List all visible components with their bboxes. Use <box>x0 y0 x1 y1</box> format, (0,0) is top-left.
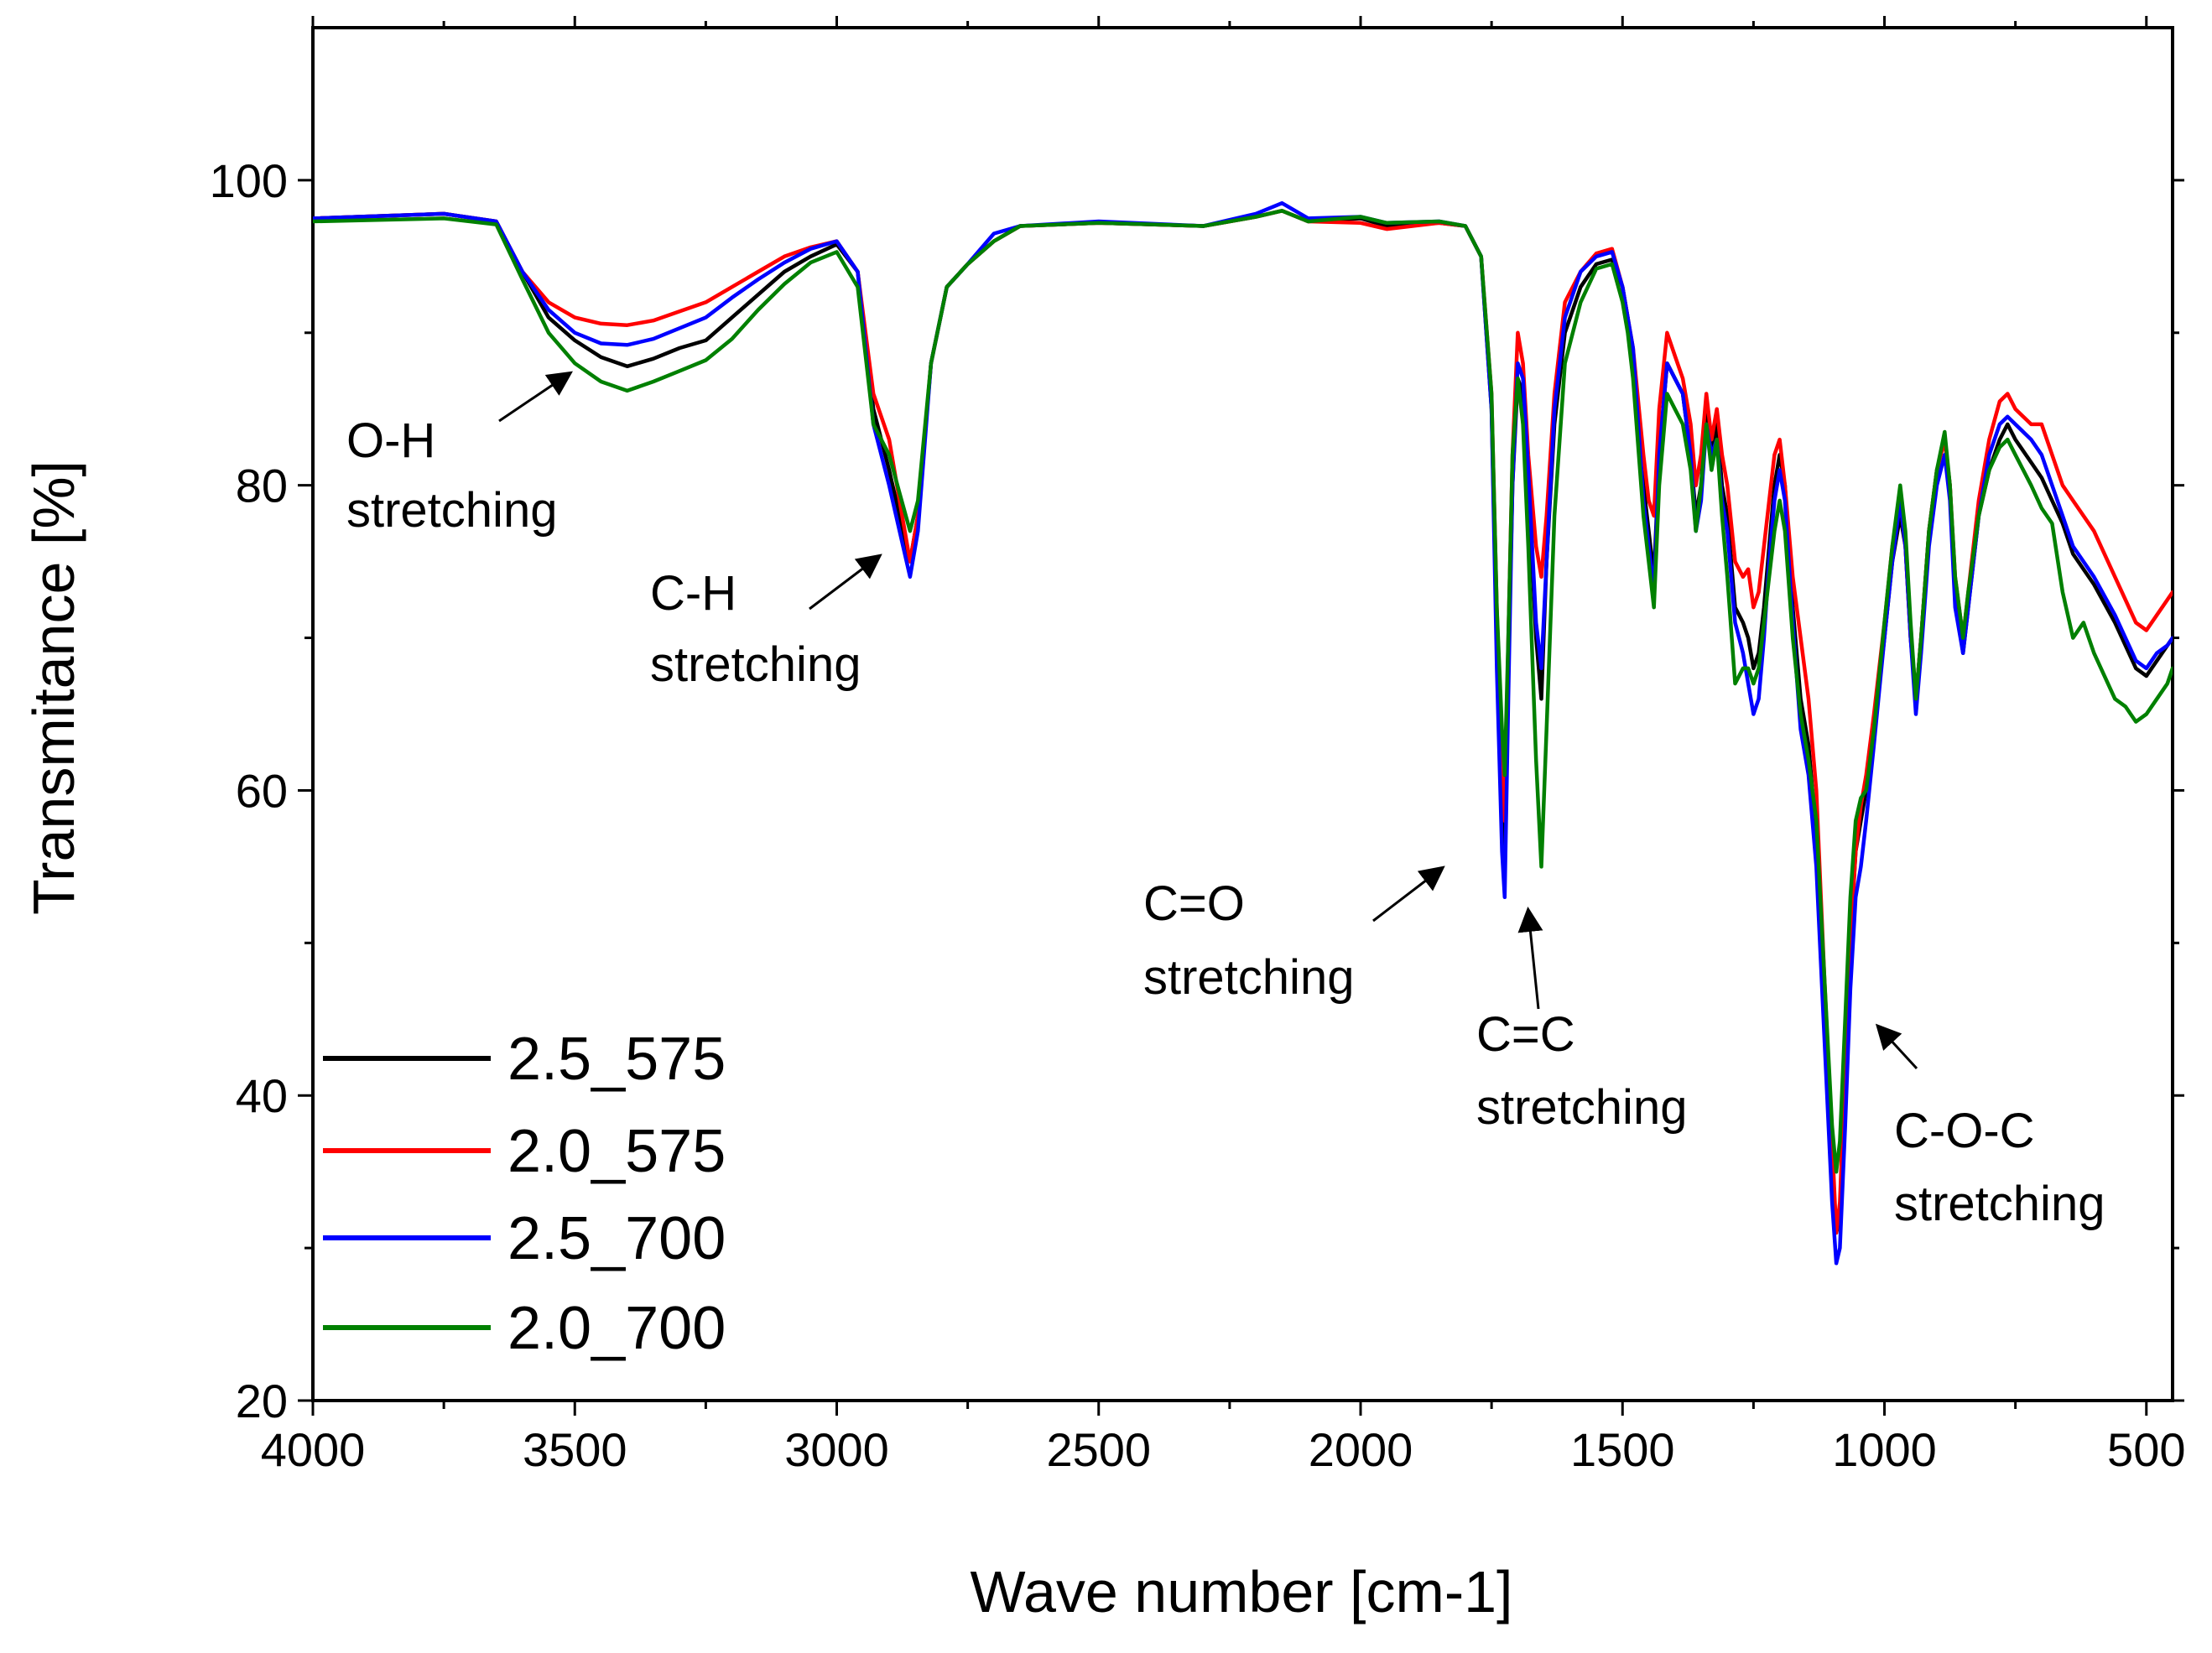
legend-label-3: 2.0_700 <box>507 1295 726 1362</box>
y-tick-label: 20 <box>236 1375 288 1427</box>
y-tick-label: 80 <box>236 460 288 512</box>
series-line-2.5_700 <box>313 200 2173 1266</box>
y-tick-label: 100 <box>210 154 288 207</box>
annotation-coc-arrow <box>1875 1023 1918 1070</box>
annotation-co-line2: stretching <box>1143 950 1354 1005</box>
x-tick-label: 1500 <box>1570 1423 1675 1476</box>
y-axis-title: Transmitance [%] <box>21 460 86 915</box>
annotation-cc: C=C stretching <box>1476 907 1687 1135</box>
annotation-ch: C-H stretching <box>650 554 882 692</box>
annotation-coc-line1: C-O-C <box>1894 1104 2035 1158</box>
x-tick-label: 1000 <box>1832 1423 1937 1476</box>
annotation-coc-line2: stretching <box>1894 1177 2105 1231</box>
x-tick-label: 3000 <box>784 1423 889 1476</box>
legend-label-0: 2.5_575 <box>507 1026 726 1093</box>
annotation-oh-arrow <box>498 371 573 423</box>
annotation-oh-line1: O-H <box>346 413 435 468</box>
annotation-coc: C-O-C stretching <box>1875 1023 2105 1231</box>
x-tick-label: 500 <box>2107 1423 2185 1476</box>
axis-ticks: 4000 3500 3000 2500 2000 1500 1000 500 20 40 60 80 1… <box>210 16 2185 1476</box>
plot-area <box>311 26 2174 1402</box>
y-tick-label: 40 <box>236 1069 288 1122</box>
annotation-cc-arrow <box>1517 907 1543 1010</box>
annotation-ch-line1: C-H <box>650 566 736 621</box>
annotation-co: C=O stretching <box>1143 865 1445 1005</box>
legend-label-1: 2.0_575 <box>507 1118 726 1185</box>
series-line-2.0_700 <box>313 209 2173 1174</box>
annotation-co-line1: C=O <box>1143 876 1245 931</box>
annotation-oh-line2: stretching <box>346 483 557 538</box>
annotation-ch-line2: stretching <box>650 637 861 692</box>
x-axis-title: Wave number [cm-1] <box>970 1559 1512 1624</box>
y-tick-label: 60 <box>236 764 288 817</box>
x-tick-label: 4000 <box>261 1423 366 1476</box>
annotation-cc-line2: stretching <box>1476 1080 1687 1135</box>
annotation-cc-line1: C=C <box>1476 1007 1575 1062</box>
series-layer <box>313 200 2173 1266</box>
x-tick-label: 2000 <box>1309 1423 1413 1476</box>
legend: 2.5_575 2.0_575 2.5_700 2.0_700 <box>323 1026 726 1362</box>
annotation-co-arrow <box>1372 865 1445 923</box>
x-tick-label: 3500 <box>523 1423 627 1476</box>
legend-label-2: 2.5_700 <box>507 1205 726 1272</box>
x-tick-label: 2500 <box>1046 1423 1151 1476</box>
annotation-ch-arrow <box>809 554 882 611</box>
annotation-oh: O-H stretching <box>346 371 573 538</box>
